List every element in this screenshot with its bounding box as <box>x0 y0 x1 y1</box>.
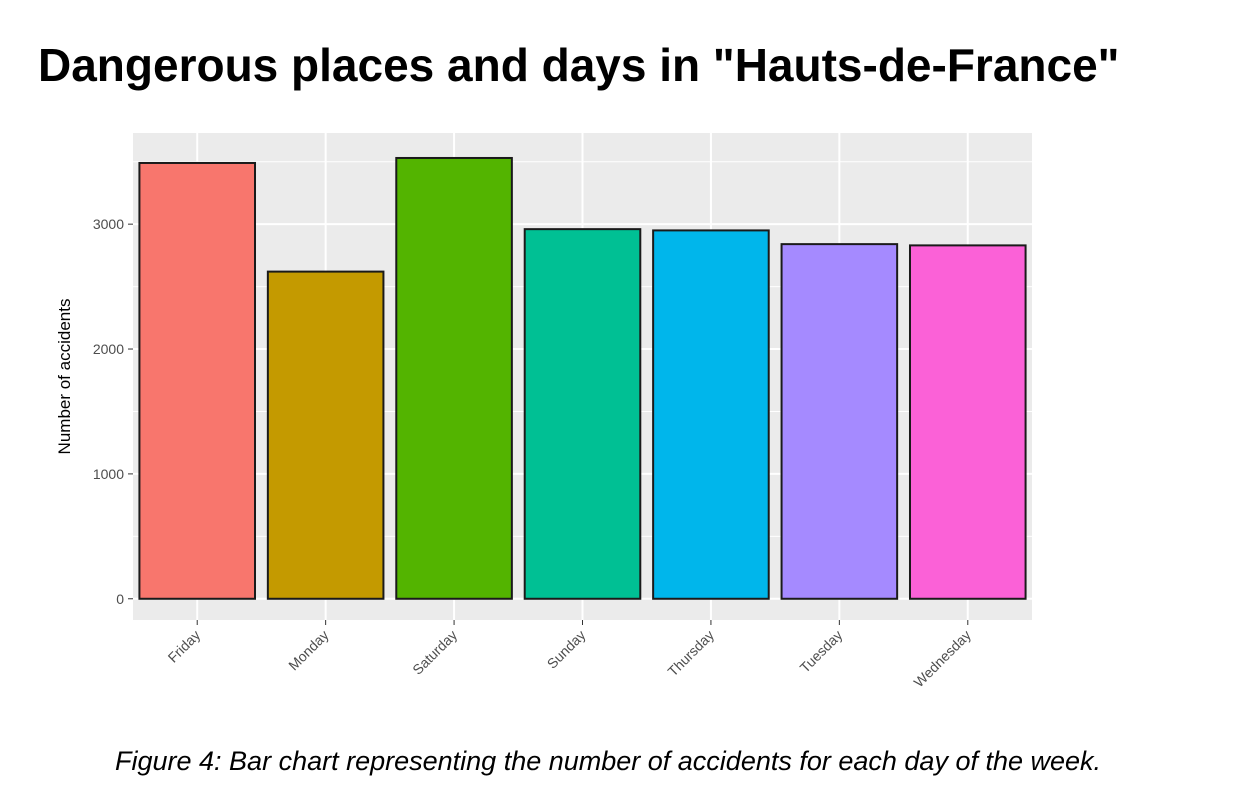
y-tick-label: 3000 <box>93 216 124 232</box>
x-tick-label: Saturday <box>409 627 460 678</box>
y-tick-label: 0 <box>116 591 124 607</box>
bar-tuesday <box>780 243 899 600</box>
y-axis-title: Number of accidents <box>55 299 74 455</box>
bar-friday <box>138 161 257 600</box>
bar-thursday <box>652 229 770 600</box>
x-tick-label: Monday <box>285 627 332 674</box>
x-tick-label: Thursday <box>664 627 717 680</box>
bar-wednesday <box>908 244 1027 600</box>
x-tick-label: Wednesday <box>910 627 973 690</box>
x-tick-label: Sunday <box>544 627 589 672</box>
y-axis: 0 1000 2000 3000 <box>93 216 133 607</box>
bar-saturday <box>395 156 513 600</box>
bar-sunday <box>523 228 642 600</box>
figure-caption: Figure 4: Bar chart representing the num… <box>115 746 1102 776</box>
chart-title: Dangerous places and days in "Hauts-de-F… <box>38 39 1120 91</box>
bars <box>138 156 1027 600</box>
x-tick-label: Tuesday <box>797 627 846 676</box>
y-tick-label: 2000 <box>93 341 124 357</box>
x-axis: Friday Monday Saturday Sunday Thursday Tuesda… <box>165 620 974 690</box>
x-tick-label: Friday <box>165 627 204 666</box>
y-tick-label: 1000 <box>93 466 124 482</box>
bar-monday <box>266 270 385 600</box>
